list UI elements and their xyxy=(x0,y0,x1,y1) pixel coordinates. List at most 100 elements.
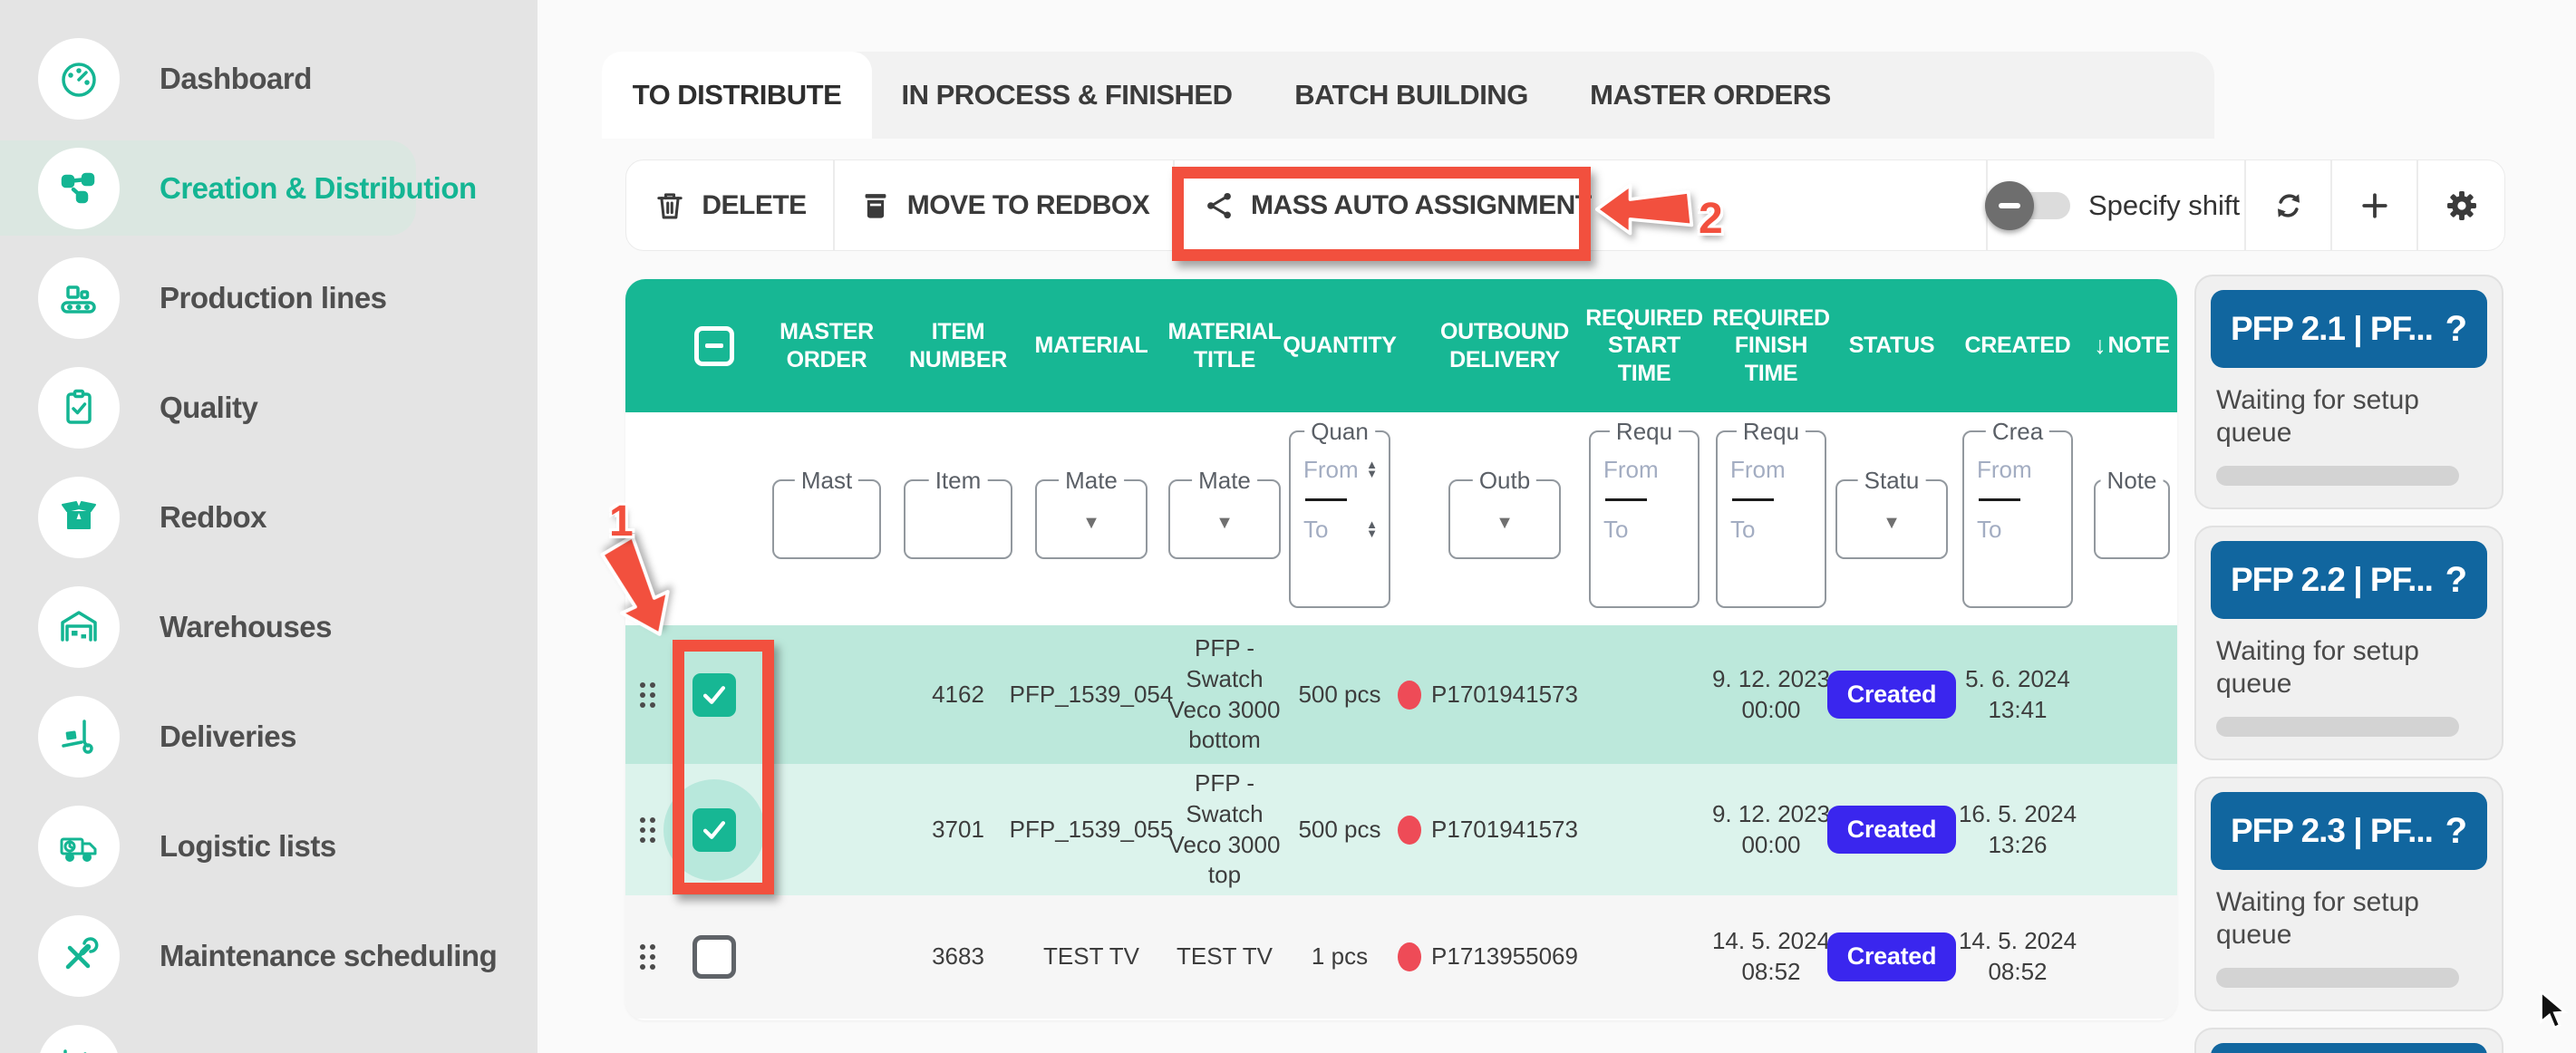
line-card-header[interactable]: PFP 2.1 | PF... ? xyxy=(2211,290,2487,368)
move-to-redbox-button[interactable]: MOVE TO REDBOX xyxy=(858,188,1150,223)
orders-table: MASTER ORDER ITEM NUMBER MATERIAL MATERI… xyxy=(625,279,2177,1020)
col-material-title[interactable]: MATERIAL TITLE xyxy=(1167,319,1282,372)
progress-bar xyxy=(2216,466,2460,486)
col-master-order[interactable]: MASTER ORDER xyxy=(780,319,874,372)
refresh-icon[interactable] xyxy=(2271,188,2307,224)
sidebar-item-dashboard[interactable]: Dashboard xyxy=(0,24,537,133)
status-dot-icon xyxy=(1398,815,1421,845)
to-placeholder: To xyxy=(1730,515,1756,543)
tab-label: IN PROCESS & FINISHED xyxy=(901,79,1234,111)
sidebar-item-production-lines[interactable]: Production lines xyxy=(0,243,537,353)
sidebar-item-maintenance-scheduling[interactable]: Maintenance scheduling xyxy=(0,901,537,1010)
table-row[interactable]: 4162 PFP_1539_054 PFP - Swatch Veco 3000… xyxy=(625,625,2177,764)
row-checkbox-checked[interactable] xyxy=(692,672,736,717)
filter-label: Mate xyxy=(1192,466,1257,495)
annotation-box-checkboxes xyxy=(673,640,774,894)
sidebar-item-logistic-lists[interactable]: Logistic lists xyxy=(0,791,537,901)
stepper-icon[interactable]: ▲ ▼ xyxy=(1366,517,1378,540)
specify-shift-toggle[interactable]: Specify shift xyxy=(1984,180,2240,230)
col-quantity[interactable]: QUANTITY xyxy=(1283,333,1397,359)
filter-required-finish-range[interactable]: Requ From To xyxy=(1716,417,1826,608)
filter-outbound-select[interactable]: Outb ▼ xyxy=(1448,466,1561,559)
filter-item-number-input[interactable]: Item xyxy=(904,466,1012,559)
cell-required-finish-time: 9. 12. 2023 00:00 xyxy=(1711,799,1831,858)
col-item-number[interactable]: ITEM NUMBER xyxy=(909,319,1007,372)
delete-label: DELETE xyxy=(702,189,807,220)
sidebar-item-label: Warehouses xyxy=(160,609,333,643)
filter-material-select[interactable]: Mate ▼ xyxy=(1035,466,1148,559)
note-header-label: NOTE xyxy=(2107,333,2170,359)
line-card[interactable]: PFP 2.1 | PF... ? Waiting for setup queu… xyxy=(2194,275,2503,509)
line-status: Waiting for setup queue xyxy=(2216,385,2419,448)
help-icon[interactable]: ? xyxy=(2445,559,2467,600)
help-icon[interactable]: ? xyxy=(2445,810,2467,851)
filter-note-input[interactable]: Note xyxy=(2094,466,2170,559)
col-created[interactable]: CREATED xyxy=(1964,333,2071,359)
stepper-icon[interactable]: ▲ ▼ xyxy=(1366,457,1378,480)
filter-created-range[interactable]: Crea From To xyxy=(1962,417,2073,608)
sidebar-item-warehouses[interactable]: Warehouses xyxy=(0,572,537,681)
col-material[interactable]: MATERIAL xyxy=(1034,333,1148,359)
col-required-start-time[interactable]: REQUIRED START TIME xyxy=(1585,304,1703,386)
cell-quantity: 500 pcs xyxy=(1298,680,1381,708)
queue-value: 0 sec. xyxy=(2313,1006,2388,1010)
tab-batch-building[interactable]: BATCH BUILDING xyxy=(1262,52,1561,139)
move-to-redbox-label: MOVE TO REDBOX xyxy=(906,189,1150,220)
col-outbound-delivery[interactable]: OUTBOUND DELIVERY xyxy=(1439,319,1570,372)
drag-handle-icon[interactable] xyxy=(639,681,655,708)
table-row[interactable]: 3701 PFP_1539_055 PFP - Swatch Veco 3000… xyxy=(625,764,2177,895)
line-card-header[interactable]: PFP 2.4 | PF... ? xyxy=(2211,1043,2487,1053)
sidebar-item-label: Logistic lists xyxy=(160,828,336,863)
filter-status-select[interactable]: Statu ▼ xyxy=(1835,466,1948,559)
line-card[interactable]: PFP 2.3 | PF... ? Waiting for setup queu… xyxy=(2194,777,2503,1011)
line-card[interactable]: PFP 2.2 | PF... ? Waiting for setup queu… xyxy=(2194,526,2503,760)
tab-in-process-finished[interactable]: IN PROCESS & FINISHED xyxy=(872,52,1262,139)
status-badge: Created xyxy=(1826,932,1957,981)
filter-label: Item xyxy=(928,466,988,495)
cell-material: PFP_1539_054 xyxy=(1009,680,1174,708)
tab-to-distribute[interactable]: TO DISTRIBUTE xyxy=(602,52,872,139)
line-card-header[interactable]: PFP 2.2 | PF... ? xyxy=(2211,541,2487,619)
tab-master-orders[interactable]: MASTER ORDERS xyxy=(1561,52,1860,139)
conveyor-icon xyxy=(38,256,120,339)
line-card-header[interactable]: PFP 2.3 | PF... ? xyxy=(2211,792,2487,870)
queue-label: Queue: xyxy=(2216,1006,2305,1010)
col-note[interactable]: ↓ NOTE xyxy=(2087,279,2177,412)
select-all-checkbox[interactable] xyxy=(669,279,760,412)
mass-auto-assignment-button[interactable]: MASS AUTO ASSIGNMENT xyxy=(1202,188,1592,223)
cell-material-title: PFP - Swatch Veco 3000 bottom xyxy=(1168,633,1281,754)
row-checkbox-unchecked[interactable] xyxy=(692,935,736,979)
clipboard-check-icon xyxy=(38,366,120,449)
drag-handle-icon[interactable] xyxy=(639,944,655,970)
help-icon[interactable]: ? xyxy=(2445,308,2467,349)
to-placeholder: To xyxy=(1977,515,2002,543)
sidebar-item-deliveries[interactable]: Deliveries xyxy=(0,681,537,791)
cell-material: PFP_1539_055 xyxy=(1009,815,1174,843)
drag-handle-icon[interactable] xyxy=(639,816,655,843)
filter-material-title-select[interactable]: Mate ▼ xyxy=(1168,466,1281,559)
sidebar-item-label: Maintenance scheduling xyxy=(160,938,498,972)
line-card[interactable]: PFP 2.4 | PF... ? Waiting for setup queu… xyxy=(2194,1028,2503,1053)
line-title: PFP 2.3 | PF... xyxy=(2231,812,2434,849)
line-title: PFP 2.2 | PF... xyxy=(2231,561,2434,598)
line-status: Waiting for setup queue xyxy=(2216,636,2419,699)
table-row[interactable]: 3683 TEST TV TEST TV 1 pcs P1713955069 1… xyxy=(625,895,2177,1019)
cell-quantity: 500 pcs xyxy=(1298,815,1381,843)
add-icon[interactable] xyxy=(2356,187,2394,225)
col-required-finish-time[interactable]: REQUIRED FINISH TIME xyxy=(1712,304,1830,386)
sidebar-item-reporting[interactable]: Reporting xyxy=(0,1010,537,1053)
delete-button[interactable]: DELETE xyxy=(653,188,807,223)
col-status[interactable]: STATUS xyxy=(1848,333,1935,359)
filter-master-order-input[interactable]: Mast xyxy=(772,466,881,559)
sidebar-item-redbox[interactable]: Redbox xyxy=(0,462,537,572)
row-checkbox-checked[interactable] xyxy=(692,807,736,852)
filter-label: Mast xyxy=(794,466,859,495)
sidebar-item-quality[interactable]: Quality xyxy=(0,353,537,462)
filter-required-start-range[interactable]: Requ From To xyxy=(1589,417,1700,608)
gauge-icon xyxy=(38,37,120,120)
share-nodes-icon xyxy=(38,147,120,229)
gear-icon[interactable] xyxy=(2443,187,2481,225)
sidebar-item-creation-distribution[interactable]: Creation & Distribution xyxy=(0,133,537,243)
filter-quantity-range[interactable]: Quan From ▲ ▼ To ▲ ▼ xyxy=(1289,417,1390,608)
sidebar-item-label: Creation & Distribution xyxy=(160,170,477,205)
